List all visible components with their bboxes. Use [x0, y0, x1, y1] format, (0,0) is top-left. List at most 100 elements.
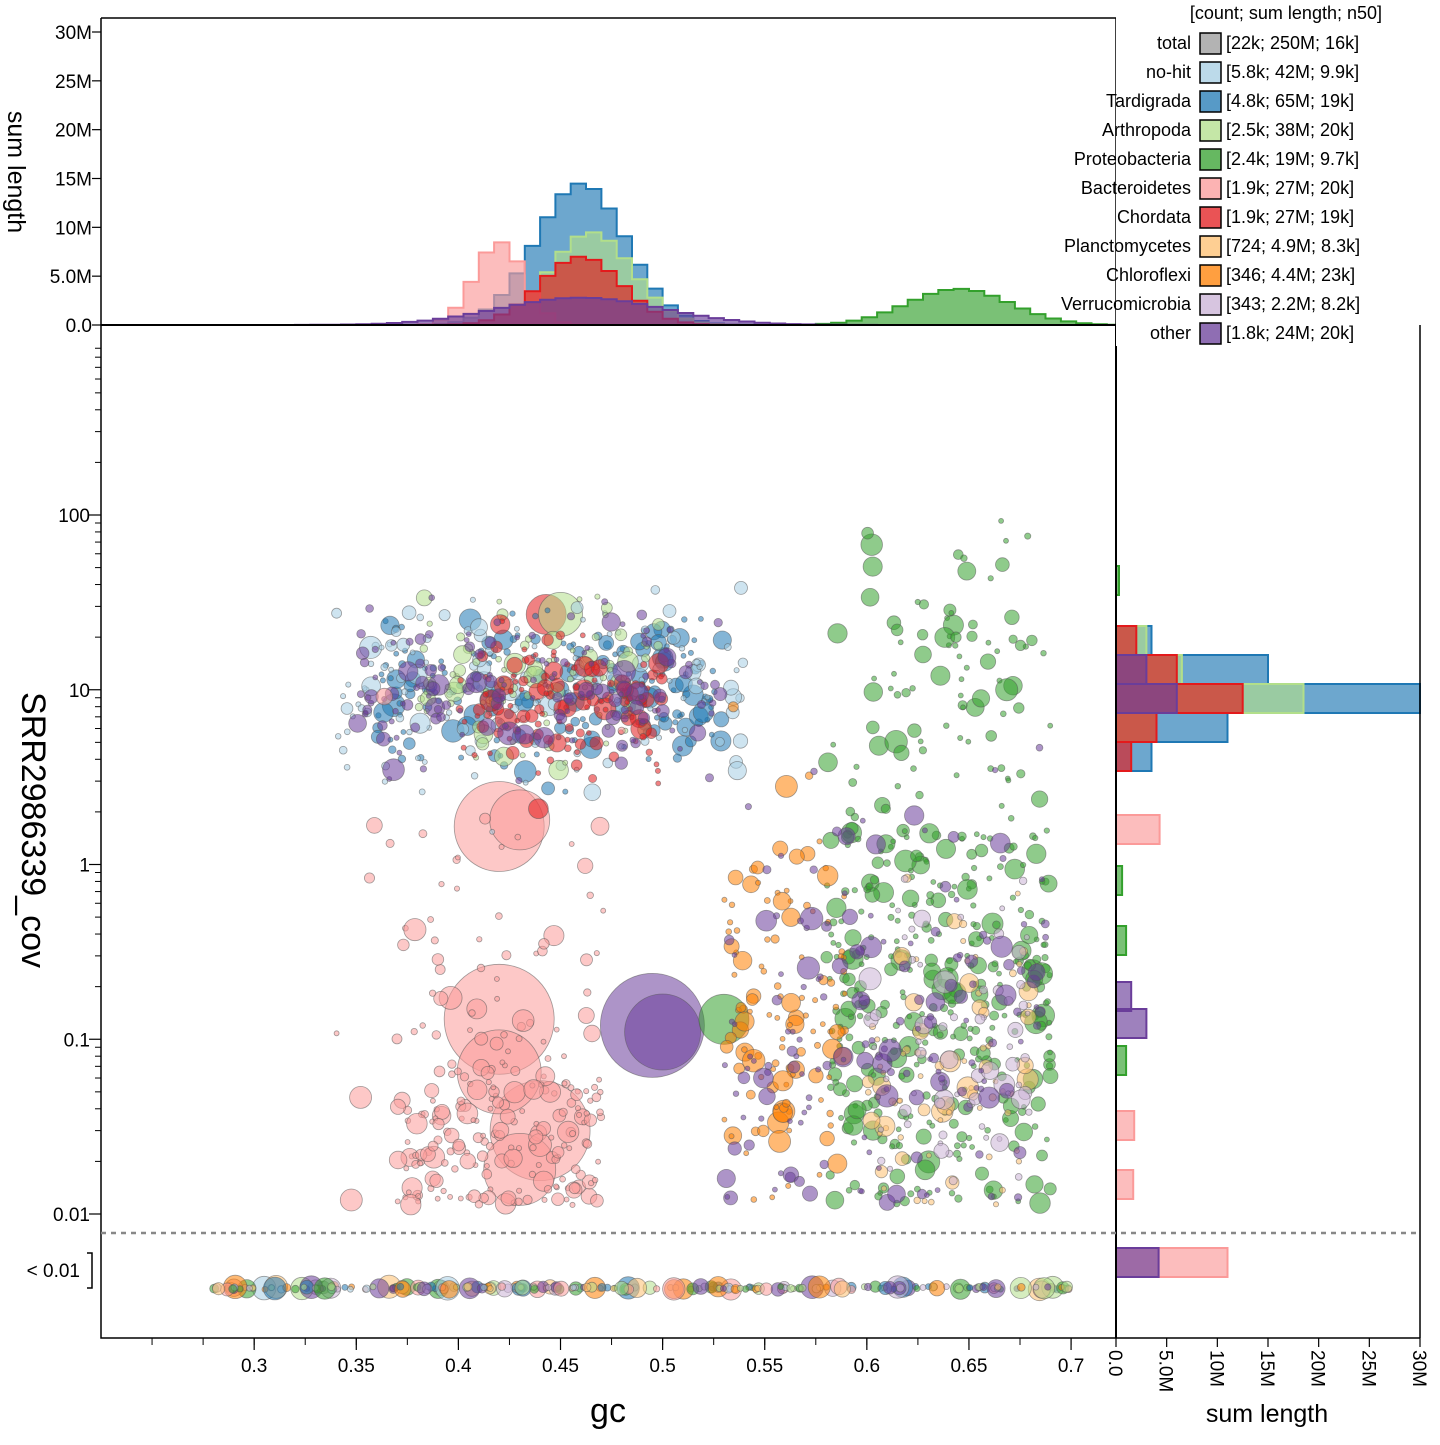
- scatter-point-other: [995, 984, 1017, 1006]
- scatter-point-proteobacteria: [970, 902, 977, 909]
- scatter-point-arthropoda: [653, 640, 663, 651]
- scatter-point-chloroflexi: [788, 848, 805, 865]
- right-hist-tick-label: 10M: [1205, 1350, 1226, 1387]
- scatter-point-verrucomicrobia: [938, 1022, 948, 1032]
- scatter-point-planctomycetes: [862, 1111, 881, 1130]
- scatter-point-proteobacteria: [987, 575, 994, 582]
- scatter-point-chloroflexi: [786, 1127, 793, 1134]
- scatter-point-other: [555, 712, 568, 725]
- scatter-point-chordata: [543, 690, 550, 697]
- right-histogram-x-axis: 0.0 5.0M 10M 15M 20M 25M 30M: [1104, 1338, 1429, 1392]
- scatter-point-chordata: [570, 759, 583, 771]
- scatter-point-planctomycetes: [961, 1058, 968, 1064]
- scatter-point-proteobacteria: [891, 670, 897, 677]
- scatter-point-bacteroidetes: [591, 1092, 602, 1103]
- scatter-point-chordata: [472, 703, 486, 716]
- right-hist-chordata: [1115, 741, 1133, 772]
- scatter-point-proteobacteria: [956, 653, 963, 660]
- legend-entry-name: Verrucomicrobia: [1061, 294, 1192, 314]
- scatter-point-bacteroidetes: [586, 891, 594, 899]
- scatter-point-bacteroidetes: [591, 1176, 599, 1184]
- scatter-point-tardigrada: [570, 716, 580, 727]
- scatter-point-bacteroidetes: [388, 1150, 408, 1170]
- scatter-point-tardigrada: [458, 754, 465, 761]
- scatter-point-other: [989, 832, 1011, 854]
- legend-entry-name: no-hit: [1146, 62, 1191, 82]
- scatter-point-other: [800, 983, 807, 991]
- scatter-point-other: [364, 694, 372, 701]
- scatter-point-verrucomicrobia: [915, 1038, 922, 1045]
- scatter-point-other: [410, 722, 421, 733]
- scatter-point-arthropoda: [453, 664, 467, 677]
- scatter-point-bacteroidetes: [485, 1079, 492, 1086]
- scatter-point-other: [921, 827, 928, 834]
- scatter-point-bacteroidetes: [576, 1111, 583, 1118]
- right-hist-tick-label: 25M: [1357, 1350, 1378, 1387]
- scatter-point-proteobacteria: [906, 1013, 913, 1020]
- scatter-point-proteobacteria: [930, 879, 937, 885]
- scatter-point-chloroflexi: [750, 860, 765, 875]
- scatter-point-planctomycetes: [958, 919, 968, 929]
- scatter-point-other: [928, 1052, 940, 1064]
- x-axis: 0.3 0.35 0.4 0.45 0.5 0.55 0.6 0.65 0.7: [151, 1338, 1084, 1377]
- scatter-point-proteobacteria: [865, 882, 874, 891]
- scatter-point-bacteroidetes: [481, 1168, 493, 1180]
- scatter-point-verrucomicrobia: [869, 1009, 882, 1022]
- scatter-point-other: [1038, 876, 1045, 883]
- scatter-point-bacteroidetes: [583, 1088, 590, 1095]
- scatter-point-proteobacteria: [909, 685, 916, 692]
- scatter-point-planctomycetes: [999, 1186, 1006, 1194]
- scatter-point-other: [591, 682, 604, 696]
- scatter-point-bacteroidetes: [600, 907, 607, 914]
- scatter-point-other: [356, 646, 370, 660]
- legend-swatch-planctomycetes: [1199, 235, 1222, 258]
- scatter-point-bacteroidetes: [541, 1196, 548, 1203]
- scatter-point-bacteroidetes: [457, 1195, 464, 1202]
- scatter-point-other: [978, 930, 988, 940]
- scatter-point-proteobacteria: [973, 831, 980, 838]
- scatter-point-bacteroidetes: [519, 1108, 526, 1114]
- scatter-point-verrucomicrobia: [948, 1176, 958, 1186]
- scatter-point-chordata: [484, 710, 493, 720]
- scatter-point-chordata: [541, 633, 554, 647]
- legend-entry-name: other: [1150, 323, 1191, 343]
- scatter-point-bacteroidetes: [516, 1187, 523, 1194]
- scatter-point-bacteroidetes: [522, 1194, 533, 1205]
- scatter-point-proteobacteria: [833, 1082, 847, 1097]
- scatter-point-bacteroidetes: [593, 950, 600, 957]
- scatter-point-chordata: [512, 678, 519, 685]
- legend-entry-stats: [22k; 250M; 16k]: [1226, 33, 1359, 53]
- scatter-point-tardigrada: [533, 751, 540, 758]
- scatter-point-proteobacteria: [936, 1031, 944, 1039]
- scatter-point-other: [721, 1062, 728, 1069]
- scatter-point-verrucomicrobia: [934, 1097, 946, 1109]
- scatter-point-no-hit: [583, 783, 602, 802]
- scatter-point-proteobacteria: [887, 913, 895, 921]
- scatter-point-other: [612, 660, 636, 684]
- scatter-point-proteobacteria: [970, 921, 977, 928]
- scatter-point-other: [700, 681, 709, 690]
- scatter-point-chloroflexi: [719, 1040, 734, 1054]
- scatter-point-bacteroidetes: [474, 1031, 489, 1046]
- scatter-point-zero-no-hit: [362, 1284, 371, 1293]
- scatter-point-bacteroidetes: [438, 880, 445, 888]
- scatter-point-tardigrada: [672, 719, 679, 726]
- scatter-point-other: [709, 699, 717, 707]
- scatter-point-proteobacteria: [960, 704, 966, 711]
- scatter-point-planctomycetes: [861, 1075, 875, 1089]
- scatter-point-chloroflexi: [735, 1002, 747, 1013]
- scatter-point-other: [657, 647, 677, 667]
- scatter-point-proteobacteria: [853, 763, 860, 770]
- scatter-point-other: [441, 700, 452, 710]
- scatter-point-proteobacteria: [1017, 906, 1025, 914]
- scatter-point-chordata: [589, 736, 604, 751]
- scatter-point-other: [530, 676, 537, 684]
- scatter-point-no-hit: [732, 733, 749, 749]
- scatter-point-other: [731, 952, 738, 958]
- scatter-point-proteobacteria: [957, 735, 964, 742]
- scatter-point-chloroflexi: [826, 1074, 833, 1081]
- scatter-point-other: [987, 1192, 996, 1201]
- scatter-point-verrucomicrobia: [901, 934, 908, 941]
- scatter-point-other: [983, 936, 992, 945]
- scatter-point-proteobacteria: [858, 908, 865, 915]
